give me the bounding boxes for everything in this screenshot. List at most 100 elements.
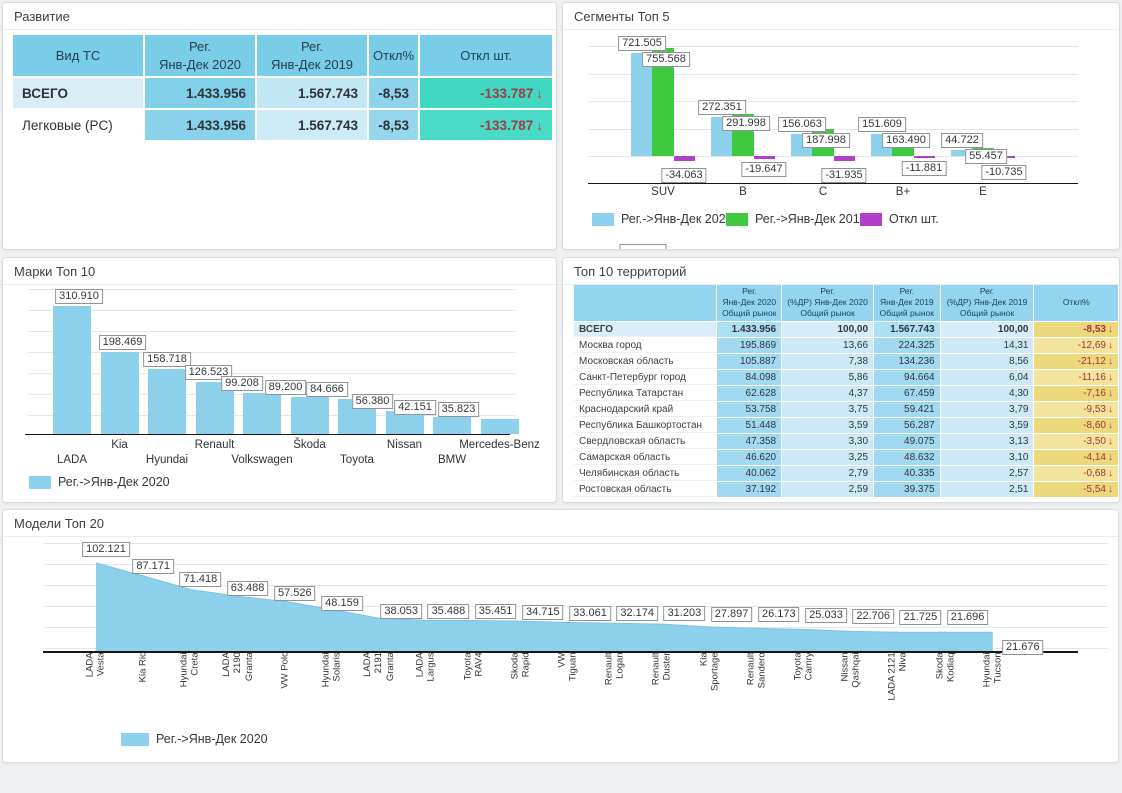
- category-label-E[interactable]: E: [979, 186, 987, 198]
- territories-row-9[interactable]: Челябинская область 40.062 2,79 40.335 2,57-…: [574, 466, 1118, 482]
- bar-Volkswagen[interactable]: [243, 393, 281, 434]
- territories-cell-6-1[interactable]: 51.448: [717, 418, 782, 434]
- territories-cell-0-0[interactable]: ВСЕГО: [574, 322, 717, 338]
- territories-cell-8-2[interactable]: 3,25: [782, 450, 874, 466]
- territories-row-6[interactable]: Республика Башкортостан 51.448 3,59 56.287 3…: [574, 418, 1118, 434]
- razvitie-cell-1-2[interactable]: 1.567.743: [257, 110, 367, 140]
- bar-Mercedes-Benz[interactable]: [480, 419, 519, 434]
- territories-cell-5-5[interactable]: -9,53 ↓: [1034, 402, 1118, 418]
- territories-cell-5-3[interactable]: 59.421: [874, 402, 940, 418]
- territories-cell-2-1[interactable]: 105.887: [717, 354, 782, 370]
- territories-cell-4-5[interactable]: -7,16 ↓: [1034, 386, 1118, 402]
- territories-cell-4-2[interactable]: 4,37: [782, 386, 874, 402]
- territories-cell-10-3[interactable]: 39.375: [874, 482, 940, 498]
- territories-cell-9-1[interactable]: 40.062: [717, 466, 782, 482]
- razvitie-cell-0-2[interactable]: 1.567.743: [257, 78, 367, 108]
- territories-cell-4-1[interactable]: 62.628: [717, 386, 782, 402]
- territories-cell-5-2[interactable]: 3,75: [782, 402, 874, 418]
- bar-C-otkl[interactable]: [834, 156, 855, 161]
- territories-cell-1-3[interactable]: 224.325: [874, 338, 940, 354]
- territories-row-7[interactable]: Свердловская область 47.358 3,30 49.075 3,13…: [574, 434, 1118, 450]
- category-label-C[interactable]: C: [818, 186, 828, 198]
- territories-cell-4-3[interactable]: 67.459: [874, 386, 940, 402]
- bar-LADA[interactable]: [53, 306, 91, 434]
- territories-cell-4-4[interactable]: 4,30: [940, 386, 1034, 402]
- territories-cell-10-5[interactable]: -5,54 ↓: [1034, 482, 1118, 498]
- territories-cell-3-1[interactable]: 84.098: [717, 370, 782, 386]
- territories-cell-8-4[interactable]: 3,10: [940, 450, 1034, 466]
- territories-cell-8-3[interactable]: 48.632: [874, 450, 940, 466]
- territories-cell-5-4[interactable]: 3,79: [940, 402, 1034, 418]
- territories-cell-2-0[interactable]: Московская область: [574, 354, 717, 370]
- territories-cell-2-4[interactable]: 8,56: [940, 354, 1034, 370]
- territories-row-4[interactable]: Республика Татарстан 62.628 4,37 67.459 4,30…: [574, 386, 1118, 402]
- bar-BMW[interactable]: [433, 417, 471, 434]
- territories-cell-8-0[interactable]: Самарская область: [574, 450, 717, 466]
- territories-cell-10-0[interactable]: Ростовская область: [574, 482, 717, 498]
- territories-cell-8-1[interactable]: 46.620: [717, 450, 782, 466]
- category-label-Nissan[interactable]: Nissan: [386, 439, 423, 451]
- territories-cell-5-1[interactable]: 53.758: [717, 402, 782, 418]
- territories-cell-10-4[interactable]: 2,51: [940, 482, 1034, 498]
- legend-item-1[interactable]: Рег.->Янв-Дек 2019: [726, 212, 867, 226]
- legend-item-0[interactable]: Рег.->Янв-Дек 2020: [29, 475, 170, 489]
- razvitie-cell-0-1[interactable]: 1.433.956: [145, 78, 255, 108]
- razvitie-cell-0-3[interactable]: -8,53: [369, 78, 419, 108]
- territories-cell-3-5[interactable]: -11,16 ↓: [1034, 370, 1118, 386]
- territories-cell-2-3[interactable]: 134.236: [874, 354, 940, 370]
- bar-SUV-2019[interactable]: [652, 48, 674, 156]
- legend-item-0[interactable]: Рег.->Янв-Дек 2020: [592, 212, 733, 226]
- category-label-Toyota[interactable]: Toyota: [340, 454, 374, 466]
- territories-cell-6-0[interactable]: Республика Башкортостан: [574, 418, 717, 434]
- territories-cell-1-2[interactable]: 13,66: [782, 338, 874, 354]
- legend-item-0[interactable]: Рег.->Янв-Дек 2020: [121, 732, 268, 746]
- bar-SUV-2020[interactable]: [631, 53, 652, 156]
- bar-B-otkl[interactable]: [754, 156, 775, 159]
- bar-Škoda[interactable]: [290, 397, 329, 434]
- razvitie-cell-1-0[interactable]: Легковые (PC): [13, 110, 143, 140]
- category-label-Škoda[interactable]: Škoda: [293, 439, 326, 451]
- territories-cell-8-5[interactable]: -4,14 ↓: [1034, 450, 1118, 466]
- territories-cell-1-5[interactable]: -12,69 ↓: [1034, 338, 1118, 354]
- territories-row-5[interactable]: Краснодарский край 53.758 3,75 59.421 3,79 -9…: [574, 402, 1118, 418]
- category-label-SUV[interactable]: SUV: [651, 186, 675, 198]
- territories-cell-6-4[interactable]: 3,59: [940, 418, 1034, 434]
- territories-cell-6-3[interactable]: 56.287: [874, 418, 940, 434]
- category-label-Renault[interactable]: Renault: [194, 439, 235, 451]
- razvitie-row-0[interactable]: ВСЕГО 1.433.956 1.567.743 -8,53 -133.787 ↓: [13, 78, 553, 108]
- territories-cell-7-5[interactable]: -3,50 ↓: [1034, 434, 1118, 450]
- territories-row-10[interactable]: Ростовская область 37.192 2,59 39.375 2,51 -5…: [574, 482, 1118, 498]
- territories-cell-3-0[interactable]: Санкт-Петербург город: [574, 370, 717, 386]
- bar-SUV-otkl[interactable]: [674, 156, 695, 161]
- bar-B+-otkl[interactable]: [914, 156, 935, 158]
- territories-cell-9-5[interactable]: -0,68 ↓: [1034, 466, 1118, 482]
- territories-cell-3-2[interactable]: 5,86: [782, 370, 874, 386]
- category-label-Hyundai[interactable]: Hyundai: [145, 454, 189, 466]
- territories-row-3[interactable]: Санкт-Петербург город 84.098 5,86 94.664 6,0…: [574, 370, 1118, 386]
- razvitie-cell-0-4[interactable]: -133.787 ↓: [420, 78, 553, 108]
- territories-cell-3-3[interactable]: 94.664: [874, 370, 940, 386]
- territories-cell-7-2[interactable]: 3,30: [782, 434, 874, 450]
- territories-cell-0-5[interactable]: -8,53 ↓: [1034, 322, 1118, 338]
- bar-E-2020[interactable]: [951, 150, 972, 156]
- razvitie-cell-1-4[interactable]: -133.787 ↓: [420, 110, 553, 140]
- category-label-Kia[interactable]: Kia: [111, 439, 128, 451]
- bar-Hyundai[interactable]: [148, 369, 186, 434]
- category-label-B+[interactable]: B+: [895, 186, 911, 198]
- territories-cell-9-2[interactable]: 2,79: [782, 466, 874, 482]
- category-label-B[interactable]: B: [739, 186, 747, 198]
- territories-cell-9-3[interactable]: 40.335: [874, 466, 940, 482]
- razvitie-row-1[interactable]: Легковые (PC) 1.433.956 1.567.743 -8,53 -133…: [13, 110, 553, 140]
- territories-cell-0-3[interactable]: 1.567.743: [874, 322, 940, 338]
- bar-Kia[interactable]: [100, 352, 139, 434]
- category-label-19[interactable]: Hyundai Tucson: [956, 652, 1030, 726]
- category-label-Volkswagen[interactable]: Volkswagen: [231, 454, 293, 466]
- territories-cell-7-4[interactable]: 3,13: [940, 434, 1034, 450]
- territories-cell-7-0[interactable]: Свердловская область: [574, 434, 717, 450]
- razvitie-cell-1-3[interactable]: -8,53: [369, 110, 419, 140]
- territories-cell-10-2[interactable]: 2,59: [782, 482, 874, 498]
- razvitie-cell-1-1[interactable]: 1.433.956: [145, 110, 255, 140]
- category-label-LADA[interactable]: LADA: [56, 454, 88, 466]
- territories-row-2[interactable]: Московская область 105.887 7,38 134.236 8,56…: [574, 354, 1118, 370]
- territories-cell-3-4[interactable]: 6,04: [940, 370, 1034, 386]
